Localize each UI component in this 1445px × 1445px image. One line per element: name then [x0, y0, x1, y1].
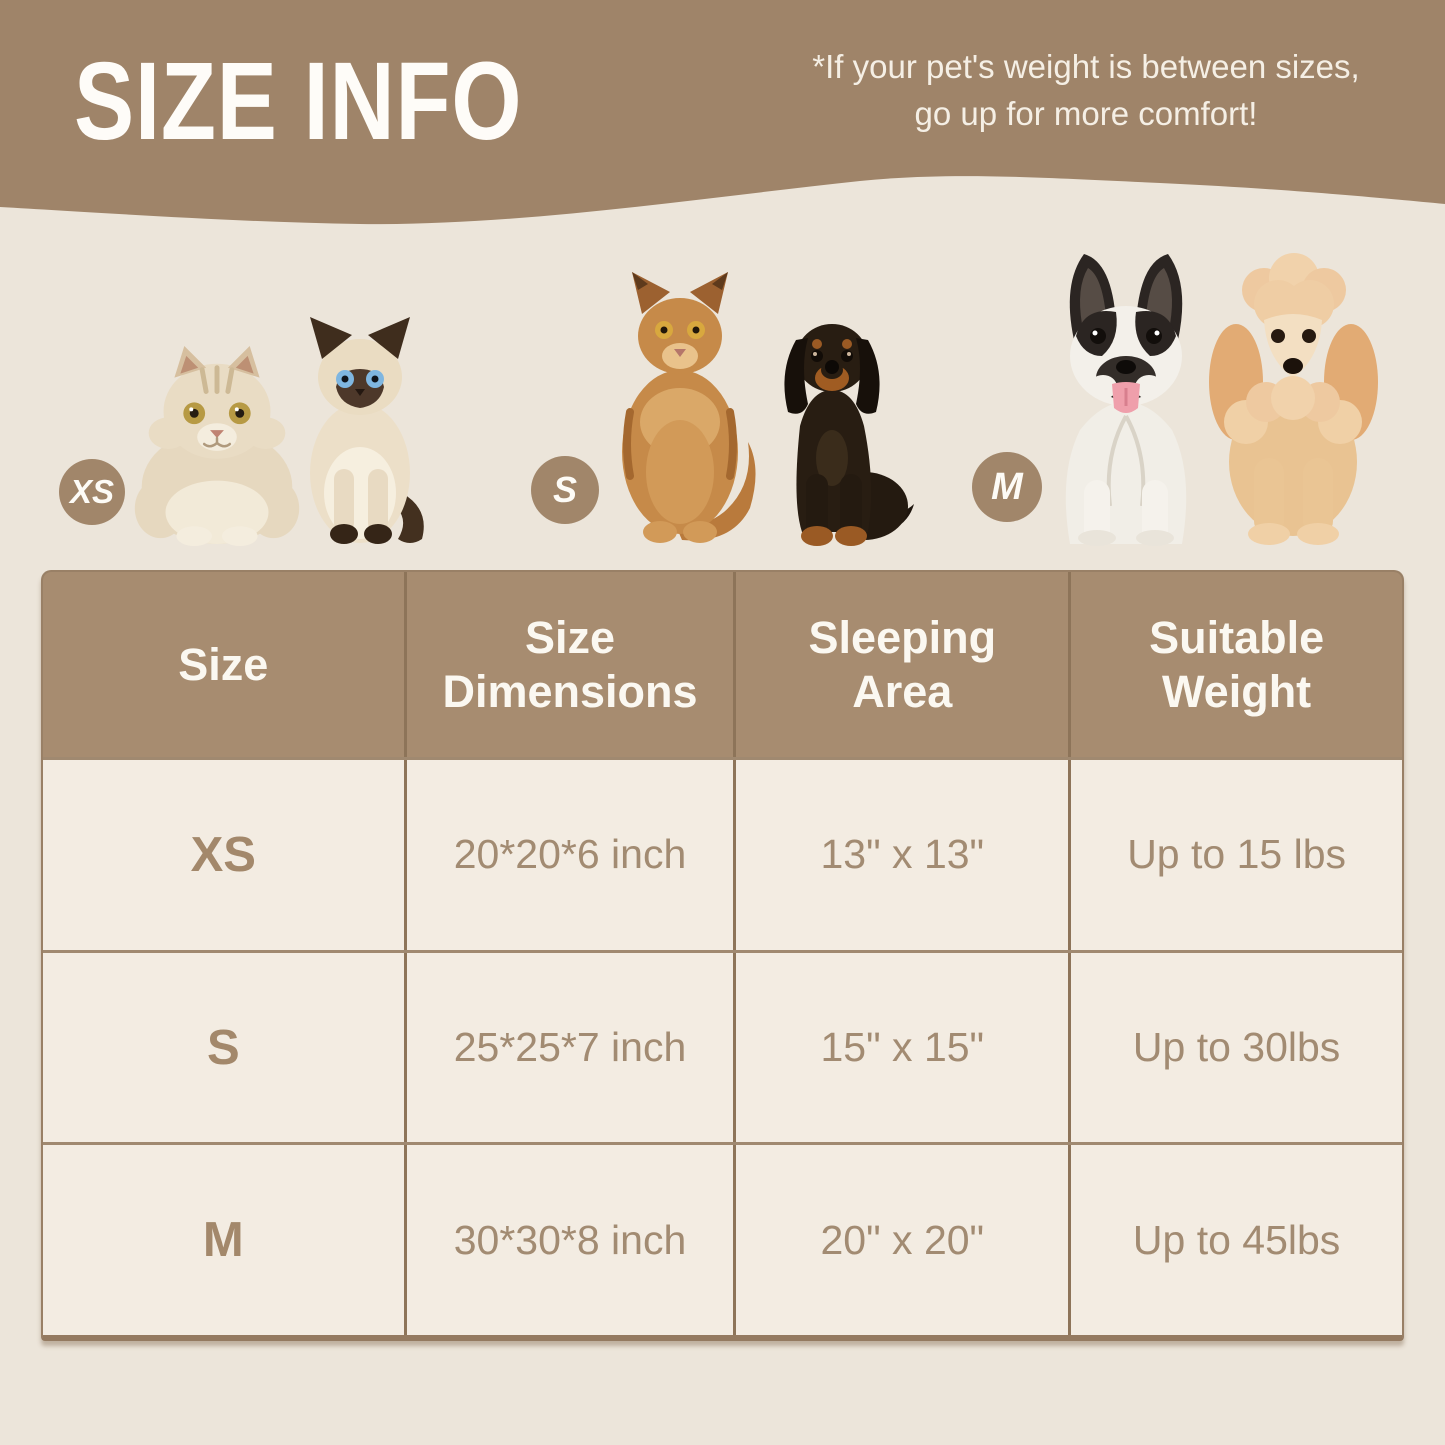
poodle-dog-image	[1209, 253, 1378, 545]
table-row-m: M 30*30*8 inch 20" x 20" Up to 45lbs	[43, 1145, 1402, 1335]
page-title: SIZE INFO	[74, 40, 523, 163]
table-row-xs: XS 20*20*6 inch 13" x 13" Up to 15 lbs	[43, 760, 1402, 950]
column-header-size-dimensions: Size Dimensions	[406, 572, 734, 757]
french-bulldog-image	[1065, 254, 1187, 546]
size-table: Size Size Dimensions Sleeping Area Suita…	[41, 570, 1404, 1341]
siamese-cat-image	[310, 317, 424, 544]
header-note: *If your pet's weight is between sizes, …	[812, 48, 1360, 132]
column-header-size: Size	[43, 572, 404, 757]
persian-cat-image	[134, 345, 300, 546]
cell-dimensions-xs: 20*20*6 inch	[406, 760, 734, 950]
cell-suitable-weight-xs: Up to 15 lbs	[1071, 760, 1402, 950]
size-badge-m: M	[972, 452, 1042, 522]
size-table-header-row: Size Size Dimensions Sleeping Area Suita…	[43, 572, 1402, 757]
cell-dimensions-m: 30*30*8 inch	[406, 1145, 734, 1335]
maine-coon-cat-image	[622, 272, 756, 543]
cell-sleeping-area-xs: 13" x 13"	[736, 760, 1069, 950]
cell-sleeping-area-m: 20" x 20"	[736, 1145, 1069, 1335]
cell-size-xs: XS	[43, 760, 404, 950]
cell-suitable-weight-m: Up to 45lbs	[1071, 1145, 1402, 1335]
column-header-suitable-weight: Suitable Weight	[1071, 572, 1402, 757]
cell-suitable-weight-s: Up to 30lbs	[1071, 952, 1402, 1143]
cell-size-s: S	[43, 952, 404, 1143]
size-badge-s: S	[531, 456, 599, 524]
header-wave-background	[0, 0, 1445, 225]
column-header-sleeping-area: Sleeping Area	[736, 572, 1069, 757]
cell-dimensions-s: 25*25*7 inch	[406, 952, 734, 1143]
cell-size-m: M	[43, 1145, 404, 1335]
dachshund-dog-image	[784, 324, 914, 546]
size-table-body: XS 20*20*6 inch 13" x 13" Up to 15 lbs S…	[43, 757, 1402, 1335]
table-row-s: S 25*25*7 inch 15" x 15" Up to 30lbs	[43, 952, 1402, 1143]
cell-sleeping-area-s: 15" x 15"	[736, 952, 1069, 1143]
size-badge-xs: XS	[59, 459, 125, 525]
